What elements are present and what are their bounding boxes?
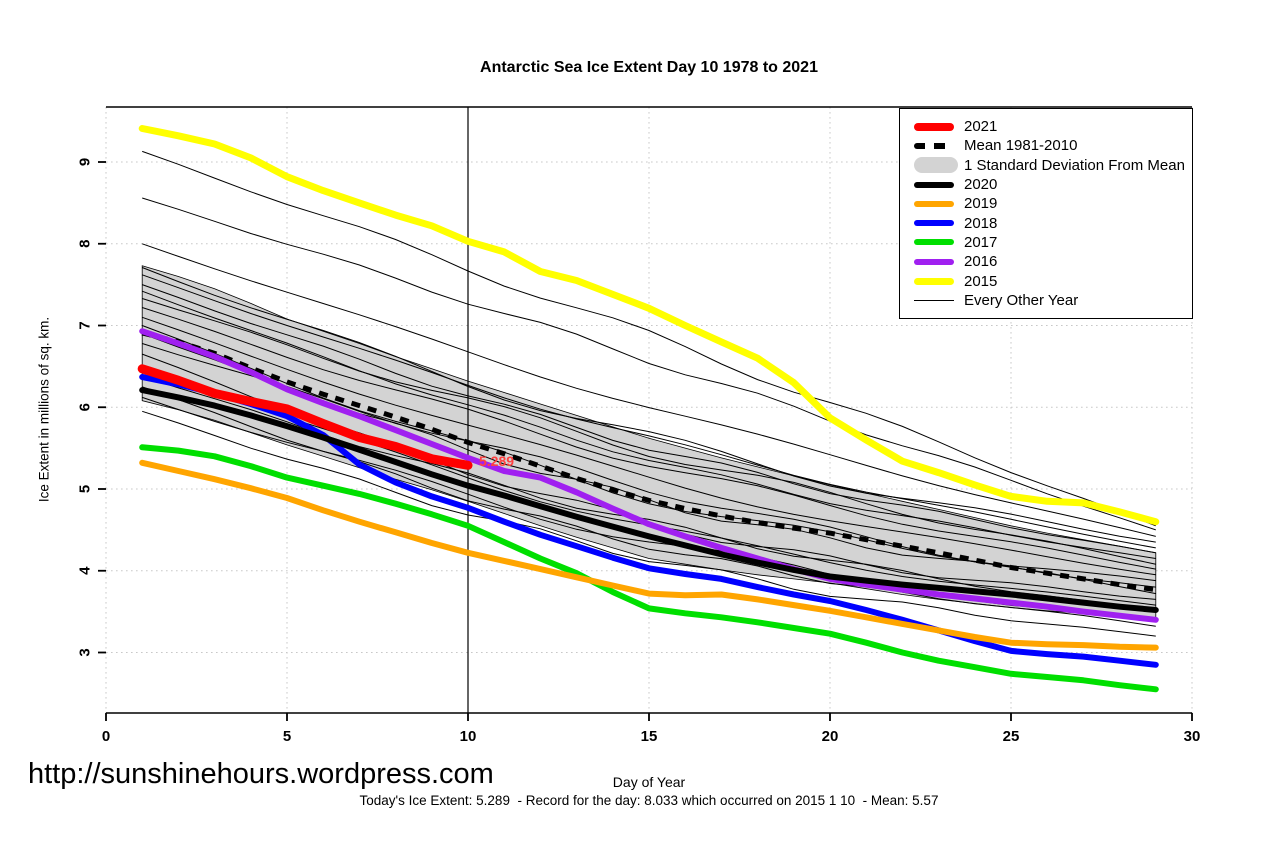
x-tick-label: 10: [460, 728, 477, 745]
legend-row-mean: Mean 1981-2010: [914, 136, 1192, 155]
every-other-year-line: [142, 316, 1156, 576]
series-line-2016: [139, 328, 1159, 623]
series-line-2020: [139, 387, 1159, 613]
x-axis-label: Day of Year: [612, 774, 686, 790]
x-tick-label: 25: [1003, 728, 1020, 745]
every-other-year-line: [142, 197, 1156, 531]
legend-label-2015: 2015: [964, 272, 998, 290]
legend-swatch-2016: [914, 258, 954, 265]
y-tick-label: 3: [77, 648, 94, 656]
series-line-2018: [139, 374, 1159, 668]
legend-swatch-2015: [914, 277, 954, 285]
y-tick-label: 6: [77, 403, 94, 411]
every-other-year-line: [142, 298, 1156, 565]
legend-label-every-other-year: Every Other Year: [964, 291, 1079, 309]
series-line-2019: [139, 459, 1159, 651]
every-other-year-line: [142, 284, 1156, 554]
legend-row-2020: 2020: [914, 175, 1192, 194]
legend-swatch-2018: [914, 220, 954, 227]
legend-row-every-other-year: Every Other Year: [914, 291, 1192, 310]
x-tick-label: 15: [641, 728, 658, 745]
y-tick-label: 7: [77, 321, 94, 329]
legend-label-2017: 2017: [964, 233, 998, 251]
legend-label-2016: 2016: [964, 253, 998, 271]
y-tick-label: 9: [77, 158, 94, 166]
legend-swatch-stddev-band: [914, 157, 958, 174]
legend-label-stddev: 1 Standard Deviation From Mean: [964, 156, 1185, 174]
legend-box: 2021 Mean 1981-2010 1 Standard Deviation…: [899, 108, 1193, 319]
legend-label-mean: Mean 1981-2010: [964, 137, 1078, 155]
watermark-url: http://sunshinehours.wordpress.com: [28, 758, 494, 790]
x-tick-label: 0: [102, 728, 110, 745]
today-value-annotation: 5.289: [479, 453, 515, 469]
legend-swatch-2021: [914, 122, 954, 131]
legend-swatch-mean: [914, 142, 954, 149]
legend-row-2019: 2019: [914, 194, 1192, 213]
every-other-year-line: [142, 267, 1156, 543]
legend-label-2018: 2018: [964, 214, 998, 232]
y-tick-label: 4: [77, 566, 94, 575]
every-other-year-line: [142, 290, 1156, 559]
every-other-year-line: [142, 150, 1156, 527]
legend-swatch-2019: [914, 200, 954, 207]
every-other-year-line: [142, 410, 1156, 637]
series-line-2015: [138, 125, 1160, 526]
legend-label-2020: 2020: [964, 176, 998, 194]
legend-row-2017: 2017: [914, 233, 1192, 252]
legend-row-2015: 2015: [914, 271, 1192, 290]
legend-row-2018: 2018: [914, 213, 1192, 232]
series-line-2021: [137, 364, 473, 470]
mean-1981-2010-line: [141, 330, 1157, 593]
legend-swatch-2017: [914, 239, 954, 246]
x-tick-label: 20: [822, 728, 839, 745]
stats-caption: Today's Ice Extent: 5.289 - Record for t…: [359, 793, 939, 808]
y-tick-label: 5: [77, 485, 94, 493]
legend-row-stddev: 1 Standard Deviation From Mean: [914, 156, 1192, 175]
x-tick-label: 30: [1184, 728, 1201, 745]
chart-title: Antarctic Sea Ice Extent Day 10 1978 to …: [480, 59, 818, 76]
legend-row-2021: 2021: [914, 117, 1192, 136]
legend-row-2016: 2016: [914, 252, 1192, 271]
y-tick-label: 8: [77, 240, 94, 248]
legend-swatch-every-other-year: [914, 299, 954, 302]
legend-swatch-2020: [914, 181, 954, 188]
series-line-2017: [139, 444, 1159, 693]
every-other-year-line: [142, 274, 1156, 549]
every-other-year-line: [142, 307, 1156, 570]
legend-label-2019: 2019: [964, 195, 998, 213]
every-other-year-line: [142, 396, 1156, 627]
legend-label-2021: 2021: [964, 118, 998, 136]
every-other-year-line: [142, 343, 1156, 595]
every-other-year-line: [142, 243, 1156, 537]
y-axis-label: Ice Extent in millions of sq. km.: [36, 316, 52, 503]
x-tick-label: 5: [283, 728, 291, 745]
